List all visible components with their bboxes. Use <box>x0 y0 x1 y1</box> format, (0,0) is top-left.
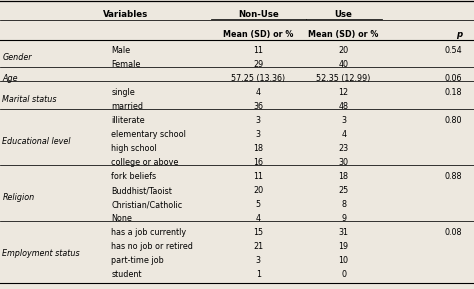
Text: 52.35 (12.99): 52.35 (12.99) <box>317 74 371 83</box>
Text: Educational level: Educational level <box>2 137 71 146</box>
Text: 10: 10 <box>338 256 349 265</box>
Text: student: student <box>111 270 142 279</box>
Text: 20: 20 <box>253 186 264 195</box>
Text: 3: 3 <box>341 116 346 125</box>
Text: None: None <box>111 214 132 223</box>
Text: Male: Male <box>111 46 130 55</box>
Text: has a job currently: has a job currently <box>111 228 186 237</box>
Text: Buddhist/Taoist: Buddhist/Taoist <box>111 186 172 195</box>
Text: 16: 16 <box>253 158 264 167</box>
Text: 9: 9 <box>341 214 346 223</box>
Text: married: married <box>111 102 144 111</box>
Text: 29: 29 <box>253 60 264 69</box>
Text: 15: 15 <box>253 228 264 237</box>
Text: 11: 11 <box>253 172 264 181</box>
Text: 20: 20 <box>338 46 349 55</box>
Text: Gender: Gender <box>2 53 32 62</box>
Text: Variables: Variables <box>103 10 148 19</box>
Text: high school: high school <box>111 144 157 153</box>
Text: fork beliefs: fork beliefs <box>111 172 156 181</box>
Text: Marital status: Marital status <box>2 95 57 104</box>
Text: 19: 19 <box>338 242 349 251</box>
Text: elementary school: elementary school <box>111 130 186 139</box>
Text: 0.88: 0.88 <box>445 172 462 181</box>
Text: Employment status: Employment status <box>2 249 80 258</box>
Text: 0.80: 0.80 <box>445 116 462 125</box>
Text: Female: Female <box>111 60 141 69</box>
Text: Religion: Religion <box>2 193 35 202</box>
Text: 3: 3 <box>256 256 261 265</box>
Text: 5: 5 <box>256 200 261 209</box>
Text: has no job or retired: has no job or retired <box>111 242 193 251</box>
Text: 36: 36 <box>253 102 264 111</box>
Text: 0.08: 0.08 <box>445 228 462 237</box>
Text: Mean (SD) or %: Mean (SD) or % <box>309 30 379 39</box>
Text: 4: 4 <box>341 130 346 139</box>
Text: 23: 23 <box>338 144 349 153</box>
Text: 0.06: 0.06 <box>445 74 462 83</box>
Text: college or above: college or above <box>111 158 179 167</box>
Text: Use: Use <box>335 10 353 19</box>
Text: 57.25 (13.36): 57.25 (13.36) <box>231 74 285 83</box>
Text: 18: 18 <box>338 172 349 181</box>
Text: 30: 30 <box>338 158 349 167</box>
Text: part-time job: part-time job <box>111 256 164 265</box>
Text: 3: 3 <box>256 130 261 139</box>
Text: 0: 0 <box>341 270 346 279</box>
Text: single: single <box>111 88 135 97</box>
Text: p: p <box>456 30 462 39</box>
Text: 8: 8 <box>341 200 346 209</box>
Text: Mean (SD) or %: Mean (SD) or % <box>223 30 293 39</box>
Text: 21: 21 <box>253 242 264 251</box>
Text: 3: 3 <box>256 116 261 125</box>
Text: 0.54: 0.54 <box>445 46 462 55</box>
Text: illiterate: illiterate <box>111 116 145 125</box>
Text: 12: 12 <box>338 88 349 97</box>
Text: Non-Use: Non-Use <box>238 10 279 19</box>
Text: 11: 11 <box>253 46 264 55</box>
Text: Age: Age <box>2 74 18 83</box>
Text: 4: 4 <box>256 88 261 97</box>
Text: 48: 48 <box>338 102 349 111</box>
Text: 40: 40 <box>338 60 349 69</box>
Text: 25: 25 <box>338 186 349 195</box>
Text: 1: 1 <box>256 270 261 279</box>
Text: 31: 31 <box>338 228 349 237</box>
Text: 4: 4 <box>256 214 261 223</box>
Text: Christian/Catholic: Christian/Catholic <box>111 200 182 209</box>
Text: 18: 18 <box>253 144 264 153</box>
Text: 0.18: 0.18 <box>445 88 462 97</box>
